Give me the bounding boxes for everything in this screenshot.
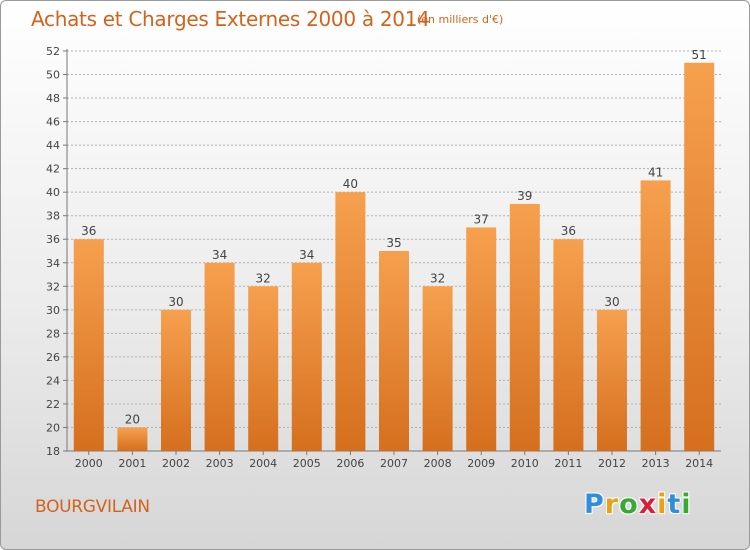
logo-letter: P	[584, 489, 605, 520]
bar-2001	[117, 427, 148, 451]
chart-subtitle: (en milliers d'€)	[417, 13, 504, 26]
bar-2000	[73, 239, 104, 451]
y-tick-label: 50	[46, 69, 60, 82]
x-tick-label: 2004	[249, 457, 277, 470]
bar-2002	[161, 309, 191, 451]
x-tick-label: 2006	[336, 457, 364, 470]
y-tick-label: 26	[46, 351, 60, 364]
bar-2011	[553, 239, 584, 451]
x-tick-label: 2007	[380, 457, 408, 470]
y-tick-label: 28	[46, 327, 60, 340]
logo-letter: i	[681, 489, 692, 520]
y-tick-label: 30	[46, 304, 60, 317]
commune-name: BOURGVILAIN	[35, 497, 150, 517]
logo-letter: r	[604, 489, 620, 520]
y-tick-label: 36	[46, 233, 60, 246]
y-tick-label: 38	[46, 210, 60, 223]
value-label: 51	[692, 48, 707, 62]
labels: 18 20 22 24 26 28 30 32 34 36 38 40 42 44 46 48 50 52 36 20…	[46, 45, 713, 470]
x-tick-label: 2001	[118, 457, 146, 470]
bar-2004	[248, 286, 279, 451]
y-tick-label: 46	[46, 116, 60, 129]
value-label: 32	[430, 271, 445, 285]
x-tick-label: 2010	[511, 457, 539, 470]
value-label: 36	[81, 224, 96, 238]
y-tick-label: 32	[46, 280, 60, 293]
value-label: 41	[648, 165, 663, 179]
value-label: 36	[561, 224, 576, 238]
value-label: 39	[517, 189, 532, 203]
y-tick-label: 24	[46, 374, 60, 387]
x-tick-label: 2002	[162, 457, 190, 470]
x-tick-label: 2003	[206, 457, 234, 470]
bar-2010	[509, 203, 540, 451]
y-tick-label: 18	[46, 445, 60, 458]
logo-letter: i	[657, 489, 668, 520]
value-label: 34	[299, 248, 314, 262]
x-tick-label: 2009	[467, 457, 495, 470]
y-tick-label: 42	[46, 163, 60, 176]
chart-title: Achats et Charges Externes 2000 à 2014	[31, 7, 430, 31]
x-tick-label: 2012	[598, 457, 626, 470]
bar-2003	[204, 262, 235, 451]
bar-2012	[597, 309, 627, 451]
value-label: 32	[256, 271, 271, 285]
bar-2006	[335, 192, 366, 452]
bar-2014	[684, 62, 715, 451]
y-tick-label: 48	[46, 92, 60, 105]
x-tick-label: 2013	[642, 457, 670, 470]
value-label: 35	[386, 236, 401, 250]
value-label: 20	[125, 412, 140, 426]
bar-2009	[466, 227, 497, 451]
bar-2008	[422, 286, 453, 451]
x-tick-label: 2000	[75, 457, 103, 470]
y-tick-label: 34	[46, 257, 60, 270]
proxiti-logo: Proxiti	[584, 489, 692, 520]
y-tick-label: 52	[46, 45, 60, 58]
bar-2005	[291, 262, 322, 451]
value-label: 34	[212, 248, 227, 262]
y-tick-label: 44	[46, 139, 60, 152]
y-tick-label: 22	[46, 398, 60, 411]
x-tick-label: 2005	[293, 457, 321, 470]
x-tick-label: 2014	[685, 457, 713, 470]
value-label: 30	[604, 295, 619, 309]
value-label: 37	[474, 212, 489, 226]
x-tick-label: 2008	[424, 457, 452, 470]
y-tick-label: 20	[46, 421, 60, 434]
bar-2013	[640, 180, 671, 452]
value-label: 40	[343, 177, 358, 191]
y-tick-label: 40	[46, 186, 60, 199]
logo-letter: t	[667, 489, 682, 520]
logo-letter: o	[619, 489, 639, 520]
logo-letter: x	[638, 489, 658, 520]
x-tick-label: 2011	[554, 457, 582, 470]
bars	[73, 62, 715, 452]
bar-2007	[379, 251, 409, 451]
value-label: 30	[168, 295, 183, 309]
